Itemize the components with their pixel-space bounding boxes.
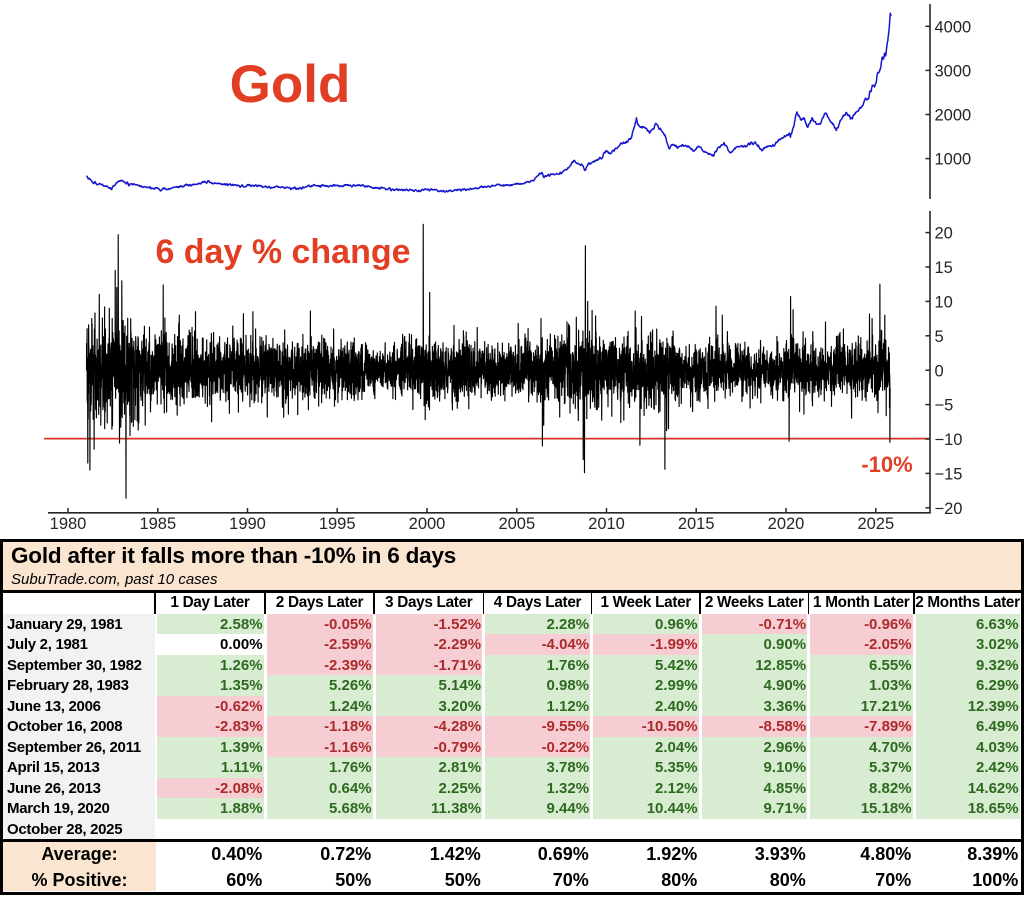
svg-text:2010: 2010 [588, 515, 625, 533]
svg-text:Gold: Gold [230, 55, 351, 114]
svg-text:1980: 1980 [50, 515, 87, 533]
svg-text:4000: 4000 [935, 18, 972, 36]
svg-text:10: 10 [935, 294, 953, 312]
svg-text:1000: 1000 [935, 151, 972, 169]
svg-text:6 day % change: 6 day % change [155, 233, 410, 271]
svg-text:-10%: -10% [861, 452, 912, 477]
svg-text:−5: −5 [935, 397, 954, 415]
svg-text:2020: 2020 [768, 515, 805, 533]
svg-text:0: 0 [935, 362, 944, 380]
svg-text:−10: −10 [935, 431, 963, 449]
svg-text:2000: 2000 [409, 515, 446, 533]
svg-text:−20: −20 [935, 500, 963, 518]
svg-text:2015: 2015 [678, 515, 715, 533]
svg-text:5: 5 [935, 328, 944, 346]
svg-text:1990: 1990 [229, 515, 266, 533]
svg-text:1985: 1985 [139, 515, 176, 533]
svg-text:2000: 2000 [935, 107, 972, 125]
svg-text:1995: 1995 [319, 515, 356, 533]
svg-text:2025: 2025 [857, 515, 894, 533]
svg-text:2005: 2005 [498, 515, 535, 533]
svg-text:15: 15 [935, 259, 953, 277]
svg-text:−15: −15 [935, 466, 963, 484]
svg-text:3000: 3000 [935, 63, 972, 81]
svg-text:20: 20 [935, 225, 953, 243]
